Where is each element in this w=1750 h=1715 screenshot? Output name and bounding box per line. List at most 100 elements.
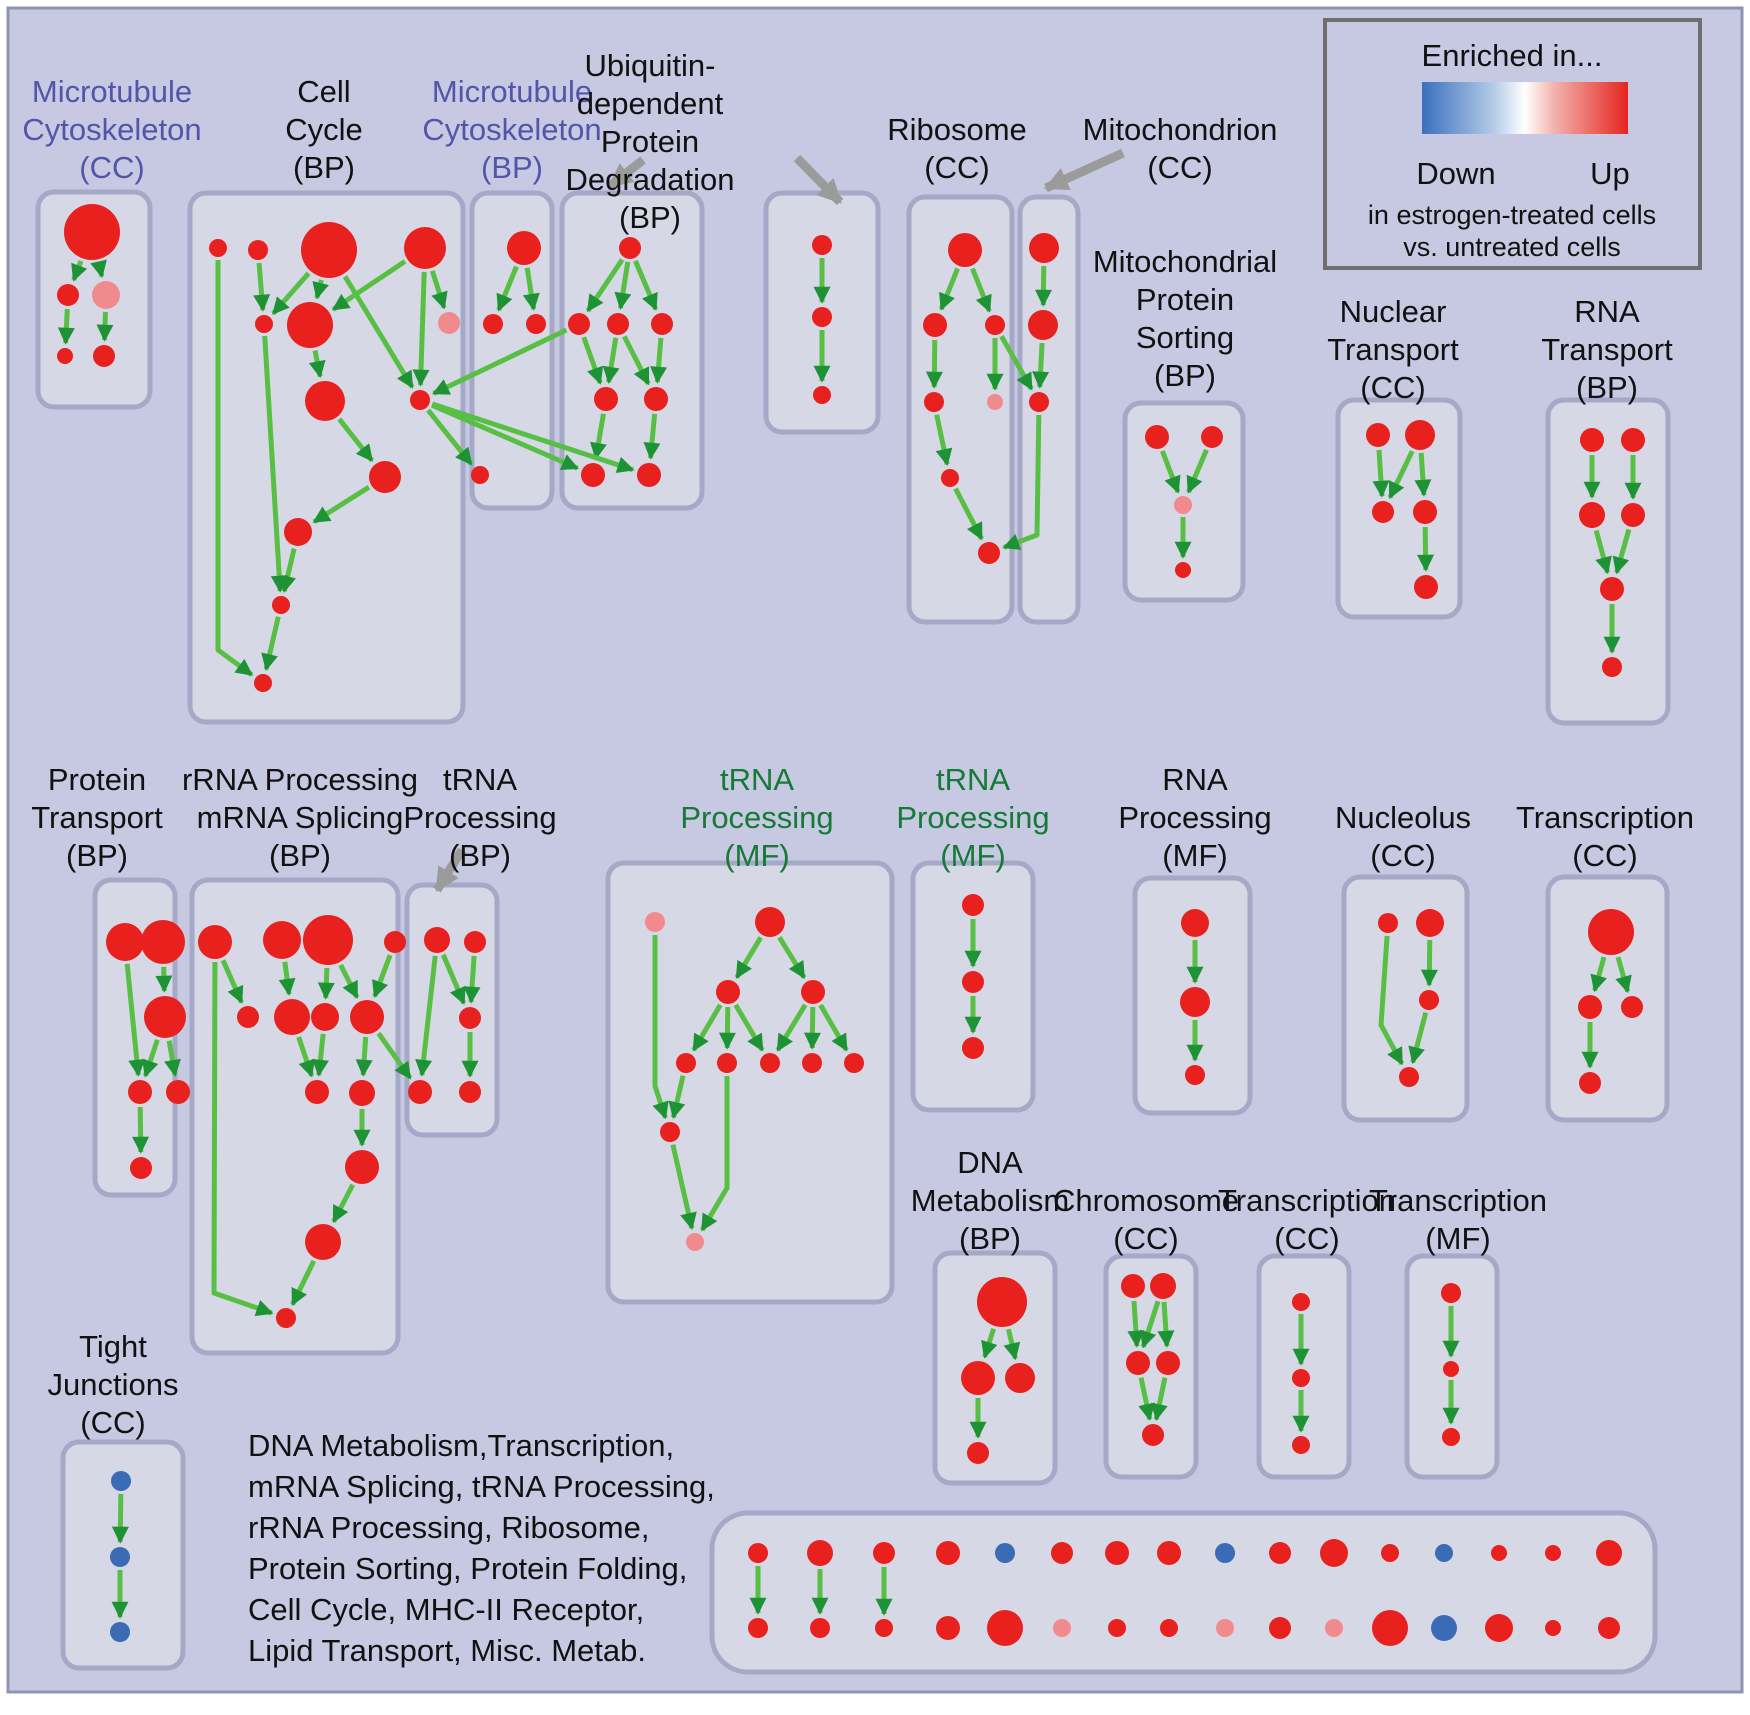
edge-trna-processing-bp xyxy=(440,953,467,1005)
node-rrna-mrna-bp xyxy=(263,921,301,959)
edge-ubiquitin-degradation-1 xyxy=(590,413,607,460)
group-label-rrna-mrna-bp: rRNA Processing xyxy=(182,762,418,797)
mixed-terms-list: rRNA Processing, Ribosome, xyxy=(248,1510,649,1545)
group-label-rrna-mrna-bp: (BP) xyxy=(269,838,331,873)
node-cell-cycle-bp xyxy=(272,596,290,614)
node-ubiquitin-degradation-1 xyxy=(651,313,673,335)
group-label-mt-cytoskeleton-bp: (BP) xyxy=(481,150,543,185)
edge-rrna-mrna-bp xyxy=(290,1259,317,1307)
edge-cell-cycle-bp xyxy=(337,417,374,463)
node-transcription-mf xyxy=(1442,1428,1460,1446)
node-tight-junctions-cc xyxy=(110,1622,130,1642)
group-label-mito-protein-sorting-bp: Sorting xyxy=(1136,320,1234,355)
edge-cell-cycle-bp xyxy=(331,259,407,312)
group-label-rna-processing-mf: RNA xyxy=(1162,762,1228,797)
edge-rrna-mrna-bp xyxy=(338,963,360,999)
node-nucleolus-cc xyxy=(1419,990,1439,1010)
edge-rna-transport-bp xyxy=(1593,529,1612,575)
edge-trna-processing-mf-1 xyxy=(652,935,669,1120)
group-label-transcription-cc-lower: (CC) xyxy=(1274,1221,1339,1256)
node-tight-junctions-cc xyxy=(111,1471,131,1491)
edge-transcription-cc-upper xyxy=(1590,956,1607,993)
group-label-rna-transport-bp: Transport xyxy=(1541,332,1673,367)
edge-trna-processing-mf-1 xyxy=(777,936,807,979)
node-mixed-terms xyxy=(1545,1545,1561,1561)
edge-chromosome-cc xyxy=(1151,1377,1168,1422)
group-box-transcription-cc-lower xyxy=(1256,1253,1352,1480)
group-label-mito-protein-sorting-bp: (BP) xyxy=(1154,358,1216,393)
group-label-nuclear-transport-cc: Transport xyxy=(1327,332,1459,367)
edge-ubiquitin-degradation-1 xyxy=(622,335,651,386)
group-label-mitochondrion-cc: (CC) xyxy=(1147,150,1212,185)
node-ubiquitin-degradation-1 xyxy=(568,313,590,335)
edge-chromosome-cc xyxy=(1157,1301,1175,1348)
node-dna-metabolism-bp xyxy=(977,1277,1027,1327)
edge-rrna-mrna-bp xyxy=(355,1036,373,1077)
node-ubiquitin-degradation-1 xyxy=(637,463,661,487)
edge-ubiquitin-degradation-1 xyxy=(650,337,668,384)
edge-rrna-mrna-bp xyxy=(317,967,335,1000)
node-rna-processing-mf xyxy=(1180,987,1210,1017)
edge-cell-cycle-bp xyxy=(312,485,371,524)
node-mixed-terms xyxy=(1320,1539,1348,1567)
edge-rrna-mrna-bp xyxy=(331,1183,355,1224)
group-label-dna-metabolism-bp: (BP) xyxy=(959,1221,1021,1256)
edge-ribosome-cc xyxy=(953,487,984,541)
node-cell-cycle-bp xyxy=(287,302,333,348)
edge-trna-processing-mf-1 xyxy=(818,1003,849,1052)
edge-nuclear-transport-cc xyxy=(1372,449,1390,498)
node-transcription-cc-lower xyxy=(1292,1436,1310,1454)
legend-subtitle-line1: in estrogen-treated cells xyxy=(1368,200,1656,230)
node-mixed-terms xyxy=(873,1542,895,1564)
mixed-terms-list: Protein Sorting, Protein Folding, xyxy=(248,1551,687,1586)
group-box-chromosome-cc xyxy=(1103,1253,1199,1480)
node-rna-transport-bp xyxy=(1621,503,1645,527)
node-mixed-terms xyxy=(1051,1542,1073,1564)
node-cell-cycle-bp xyxy=(248,240,268,260)
group-label-trna-processing-mf-1: (MF) xyxy=(724,838,789,873)
group-label-mt-cytoskeleton-bp: Microtubule xyxy=(432,74,592,109)
edge-nuclear-transport-cc xyxy=(1414,452,1432,497)
edge-chromosome-cc xyxy=(1139,1300,1161,1349)
group-label-mitochondrion-cc: Mitochondrion xyxy=(1083,112,1278,147)
edge-cell-cycle-bp xyxy=(253,262,271,312)
node-dna-metabolism-bp xyxy=(961,1361,995,1395)
node-mixed-terms xyxy=(1598,1617,1620,1639)
node-ubiquitin-degradation-1 xyxy=(607,313,629,335)
edge-chromosome-cc xyxy=(1127,1300,1145,1348)
group-label-chromosome-cc: (CC) xyxy=(1113,1221,1178,1256)
node-ribosome-cc xyxy=(987,394,1003,410)
node-dna-metabolism-bp xyxy=(1005,1363,1035,1393)
node-mixed-terms xyxy=(1157,1541,1181,1565)
group-label-ribosome-cc: Ribosome xyxy=(887,112,1027,147)
node-trna-processing-mf-1 xyxy=(801,980,825,1004)
edge-ubiquitin-degradation-1 xyxy=(602,337,620,384)
node-trna-processing-mf-1 xyxy=(716,980,740,1004)
node-protein-transport-bp xyxy=(144,996,186,1038)
edge-mitochondrion-cc xyxy=(1032,342,1050,389)
edge-ribosome-cc xyxy=(925,339,943,389)
edge-cell-cycle-bp xyxy=(429,270,448,310)
node-cell-cycle-bp xyxy=(254,674,272,692)
node-mitochondrion-cc xyxy=(1028,310,1058,340)
edge-protein-transport-bp xyxy=(124,963,146,1077)
node-mt-cytoskeleton-cc xyxy=(64,204,120,260)
group-label-chromosome-cc: Chromosome xyxy=(1053,1183,1239,1218)
node-mito-protein-sorting-bp xyxy=(1174,496,1192,514)
node-chromosome-cc xyxy=(1156,1351,1180,1375)
node-cell-cycle-bp xyxy=(404,227,446,269)
edge-ubiquitin-degradation-1 xyxy=(633,259,659,311)
node-rrna-mrna-bp xyxy=(237,1006,259,1028)
edge-cell-cycle-bp xyxy=(312,279,329,300)
group-box-nucleolus-cc xyxy=(1341,874,1470,1123)
edge-mitochondrion-cc xyxy=(1034,265,1052,307)
node-ubiquitin-degradation-2 xyxy=(812,235,832,255)
node-rrna-mrna-bp xyxy=(384,931,406,953)
edge-ribosome-cc xyxy=(934,414,953,466)
node-transcription-cc-upper xyxy=(1621,996,1643,1018)
group-box-nuclear-transport-cc xyxy=(1335,397,1463,620)
edge-nuclear-transport-cc xyxy=(1387,450,1415,500)
node-mt-cytoskeleton-bp xyxy=(526,314,546,334)
group-box-mixed-terms xyxy=(709,1510,1658,1675)
node-mixed-terms xyxy=(987,1610,1023,1646)
